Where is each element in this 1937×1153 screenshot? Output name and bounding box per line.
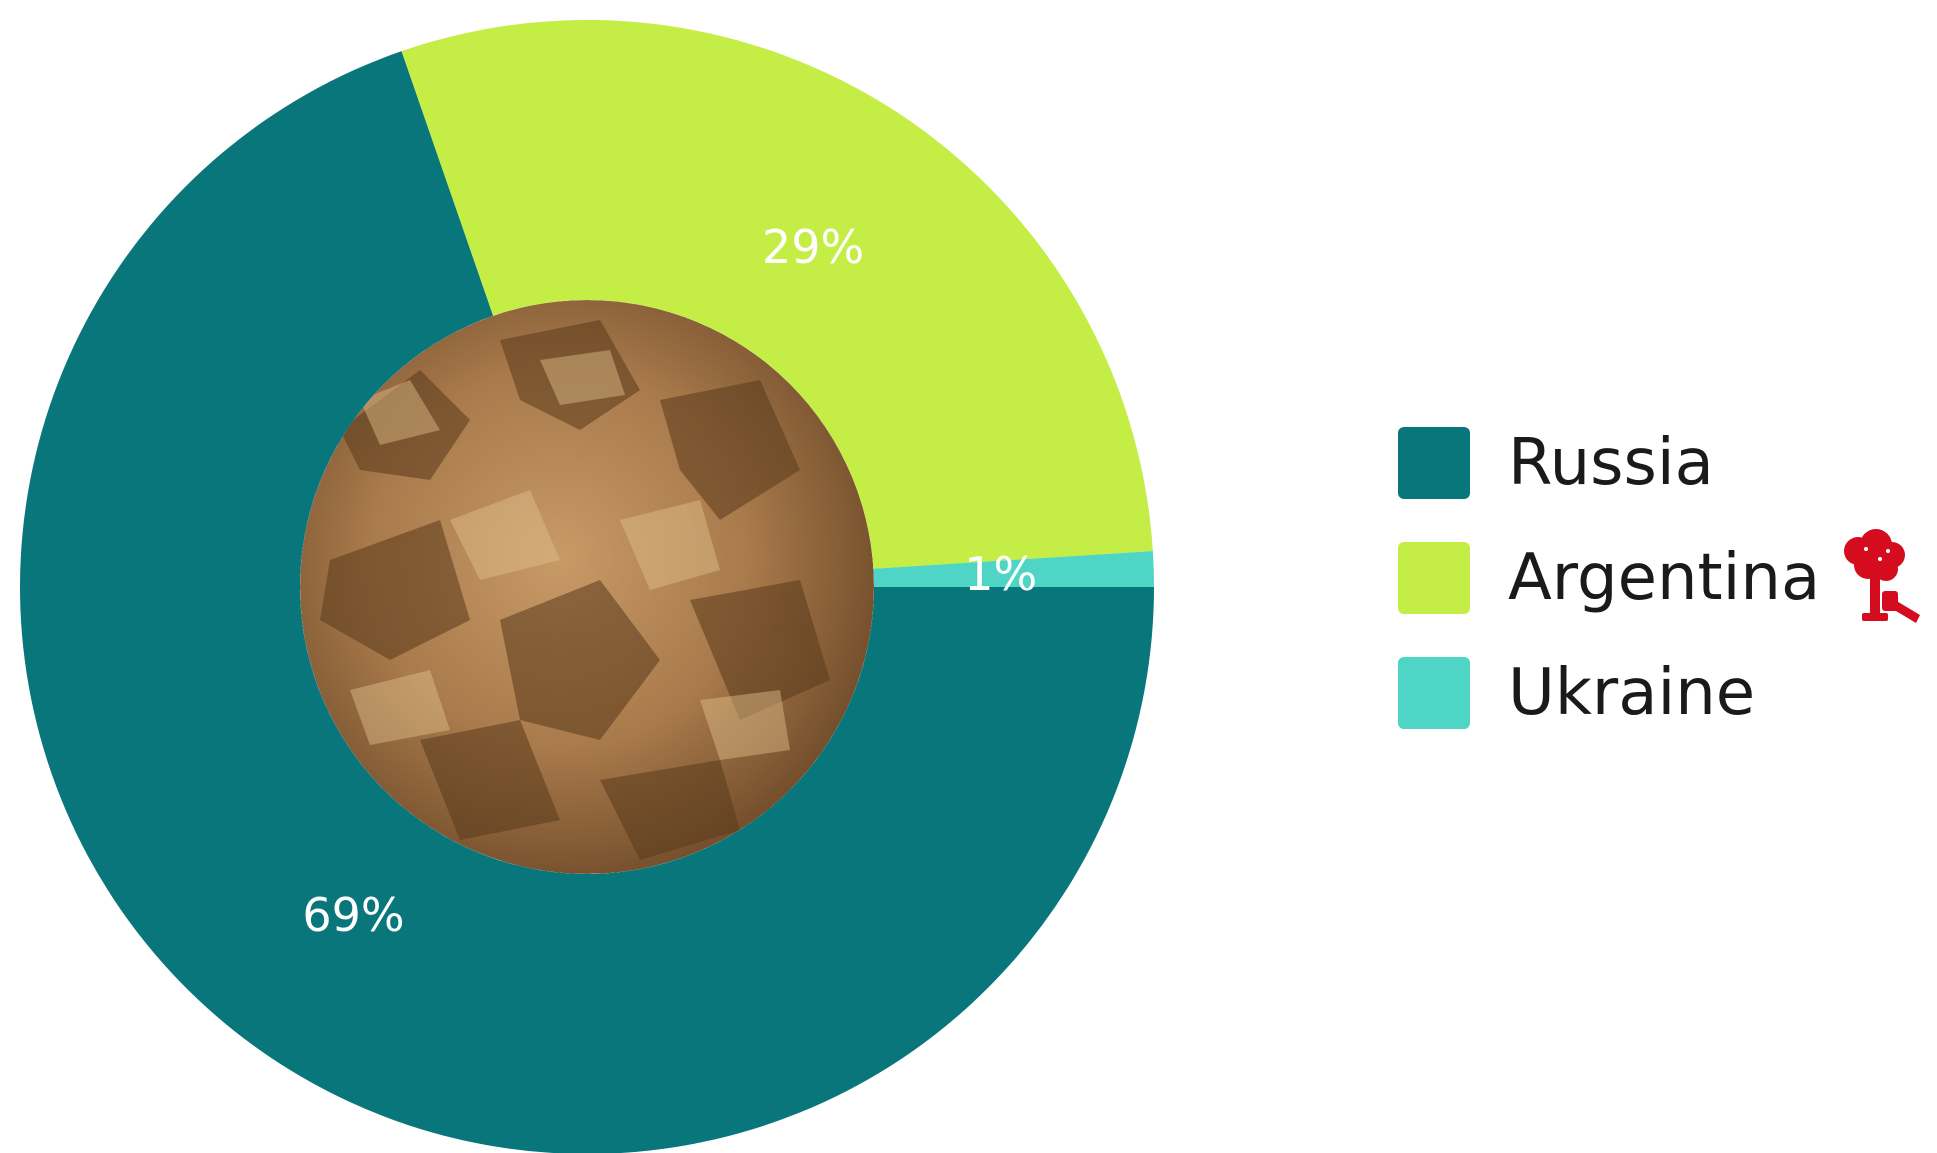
legend-label: Russia	[1508, 425, 1714, 500]
legend-item-ukraine: Ukraine	[1398, 654, 1937, 731]
slice-russia-label: 69%	[302, 888, 404, 942]
tree-and-chainsaw-icon	[1844, 528, 1921, 623]
legend-item-russia: Russia	[1398, 424, 1937, 501]
pie-slices	[20, 20, 1154, 1153]
legend-item-argentina: Argentina	[1398, 528, 1937, 623]
legend-swatch-ukraine	[1398, 656, 1470, 729]
legend-label: Ukraine	[1508, 655, 1756, 730]
legend-label: Argentina	[1508, 540, 1821, 615]
slice-labels: 69% 29% 1%	[302, 220, 1037, 942]
slice-argentina	[401, 20, 1153, 569]
slice-ukraine	[873, 551, 1154, 587]
slice-russia	[20, 51, 1154, 1153]
legend-swatch-argentina	[1398, 541, 1470, 614]
legend-swatch-russia	[1398, 426, 1470, 499]
legend: Russia Argentina Ukraine	[1398, 424, 1937, 731]
slice-argentina-label: 29%	[762, 220, 864, 274]
center-photo	[300, 300, 874, 874]
slice-ukraine-label: 1%	[964, 547, 1037, 601]
